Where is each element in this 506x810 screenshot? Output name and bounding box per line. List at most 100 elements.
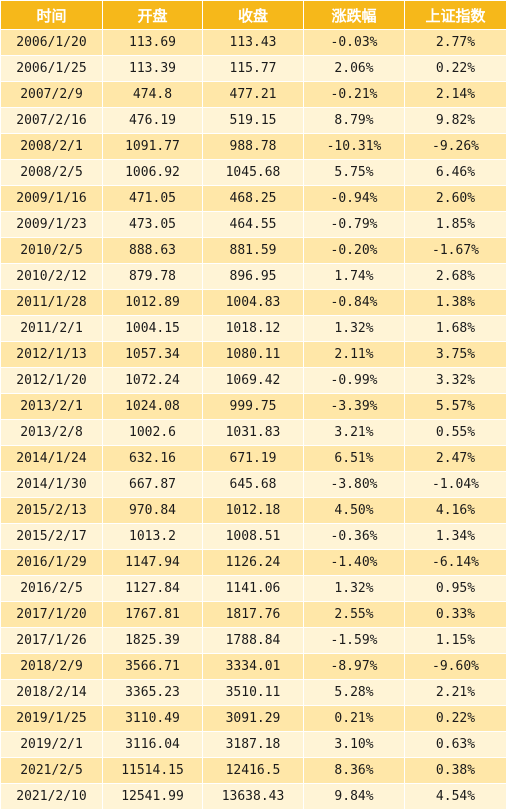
cell-change: 1.32% <box>304 316 405 342</box>
cell-close: 988.78 <box>203 134 304 160</box>
cell-open: 11514.15 <box>103 758 203 784</box>
cell-change: 8.79% <box>304 108 405 134</box>
cell-change: -8.97% <box>304 654 405 680</box>
cell-index: 0.33% <box>405 602 506 628</box>
cell-close: 1141.06 <box>203 576 304 602</box>
cell-change: 2.11% <box>304 342 405 368</box>
cell-close: 113.43 <box>203 30 304 56</box>
cell-index: 2.77% <box>405 30 506 56</box>
cell-open: 3110.49 <box>103 706 203 732</box>
cell-change: -0.94% <box>304 186 405 212</box>
cell-change: 9.84% <box>304 784 405 810</box>
cell-index: 1.38% <box>405 290 506 316</box>
cell-close: 1018.12 <box>203 316 304 342</box>
cell-index: 5.57% <box>405 394 506 420</box>
cell-close: 1126.24 <box>203 550 304 576</box>
cell-date: 2021/2/5 <box>1 758 103 784</box>
cell-date: 2019/1/25 <box>1 706 103 732</box>
cell-change: 3.10% <box>304 732 405 758</box>
cell-change: 5.28% <box>304 680 405 706</box>
header-change: 涨跌幅 <box>304 1 405 30</box>
cell-open: 1091.77 <box>103 134 203 160</box>
cell-change: 1.74% <box>304 264 405 290</box>
cell-change: -0.20% <box>304 238 405 264</box>
cell-close: 671.19 <box>203 446 304 472</box>
cell-index: 0.55% <box>405 420 506 446</box>
cell-close: 1817.76 <box>203 602 304 628</box>
table-header: 时间 开盘 收盘 涨跌幅 上证指数 <box>1 1 506 30</box>
cell-change: 5.75% <box>304 160 405 186</box>
cell-open: 1767.81 <box>103 602 203 628</box>
cell-date: 2012/1/20 <box>1 368 103 394</box>
cell-date: 2017/1/26 <box>1 628 103 654</box>
header-open: 开盘 <box>103 1 203 30</box>
cell-date: 2013/2/1 <box>1 394 103 420</box>
cell-open: 632.16 <box>103 446 203 472</box>
cell-open: 471.05 <box>103 186 203 212</box>
cell-close: 115.77 <box>203 56 304 82</box>
cell-index: 2.47% <box>405 446 506 472</box>
cell-open: 476.19 <box>103 108 203 134</box>
cell-change: -0.84% <box>304 290 405 316</box>
cell-change: 6.51% <box>304 446 405 472</box>
cell-close: 519.15 <box>203 108 304 134</box>
cell-open: 474.8 <box>103 82 203 108</box>
cell-index: 1.68% <box>405 316 506 342</box>
cell-date: 2018/2/9 <box>1 654 103 680</box>
cell-close: 999.75 <box>203 394 304 420</box>
cell-close: 12416.5 <box>203 758 304 784</box>
cell-change: 4.50% <box>304 498 405 524</box>
cell-date: 2009/1/16 <box>1 186 103 212</box>
cell-close: 896.95 <box>203 264 304 290</box>
cell-index: -9.26% <box>405 134 506 160</box>
cell-index: 9.82% <box>405 108 506 134</box>
cell-change: -0.79% <box>304 212 405 238</box>
cell-date: 2011/1/28 <box>1 290 103 316</box>
cell-index: 2.68% <box>405 264 506 290</box>
cell-index: 2.21% <box>405 680 506 706</box>
cell-open: 1013.2 <box>103 524 203 550</box>
cell-change: -1.59% <box>304 628 405 654</box>
cell-date: 2018/2/14 <box>1 680 103 706</box>
cell-open: 3116.04 <box>103 732 203 758</box>
cell-date: 2016/1/29 <box>1 550 103 576</box>
cell-index: 0.22% <box>405 56 506 82</box>
cell-change: 2.06% <box>304 56 405 82</box>
cell-close: 1004.83 <box>203 290 304 316</box>
cell-date: 2010/2/12 <box>1 264 103 290</box>
cell-open: 888.63 <box>103 238 203 264</box>
cell-open: 3566.71 <box>103 654 203 680</box>
cell-open: 473.05 <box>103 212 203 238</box>
cell-close: 1069.42 <box>203 368 304 394</box>
cell-change: -0.03% <box>304 30 405 56</box>
cell-close: 464.55 <box>203 212 304 238</box>
cell-index: 0.38% <box>405 758 506 784</box>
header-date: 时间 <box>1 1 103 30</box>
cell-open: 1004.15 <box>103 316 203 342</box>
cell-change: -10.31% <box>304 134 405 160</box>
cell-index: 0.95% <box>405 576 506 602</box>
cell-close: 1045.68 <box>203 160 304 186</box>
cell-close: 1031.83 <box>203 420 304 446</box>
cell-open: 1006.92 <box>103 160 203 186</box>
cell-open: 1012.89 <box>103 290 203 316</box>
